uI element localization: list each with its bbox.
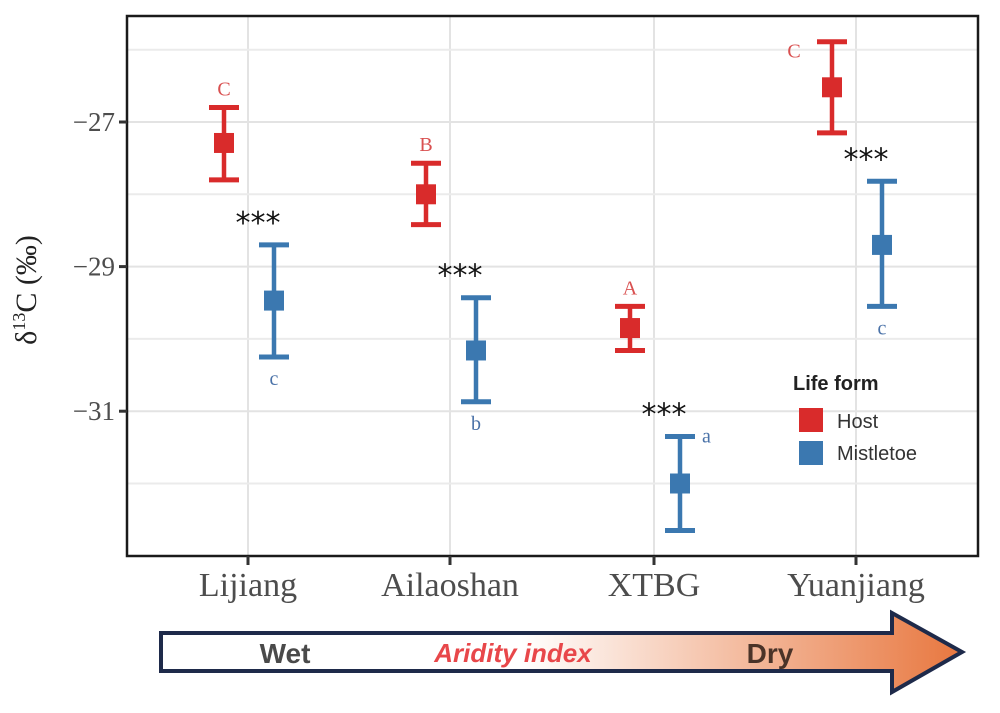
x-tick-label-lijiang: Lijiang <box>199 567 297 604</box>
group-letter-host: C <box>217 79 230 101</box>
y-axis-label-sup: 13 <box>9 313 29 331</box>
significance-label: *** <box>844 142 889 177</box>
legend-swatch-mistletoe <box>799 441 823 465</box>
errorbar-host-xtbg: A <box>615 277 645 353</box>
arrow-shape <box>159 609 967 696</box>
group-letter-host: A <box>623 277 638 299</box>
y-axis-label: δ13C (‰) <box>9 235 43 345</box>
axes: −27 −29 −31 Lijiang Ailaoshan XTBG Yuanjiang <box>73 107 925 604</box>
significance-label: *** <box>236 206 281 241</box>
aridity-index-arrow: Wet Aridity index Dry <box>159 609 967 696</box>
group-letter-host: B <box>419 134 432 156</box>
group-letter-host: C <box>787 41 800 63</box>
legend-swatch-host <box>799 408 823 432</box>
y-tick-label: −27 <box>73 107 115 137</box>
significance-label: *** <box>642 398 687 433</box>
group-letter-mistletoe: b <box>471 413 481 435</box>
x-tick-label-xtbg: XTBG <box>608 567 701 604</box>
group-letter-mistletoe: c <box>878 317 887 339</box>
legend-label-host: Host <box>837 411 879 433</box>
x-tick-label-yuanjiang: Yuanjiang <box>787 567 925 604</box>
group-letter-mistletoe: c <box>270 368 279 390</box>
x-tick-label-ailaoshan: Ailaoshan <box>381 567 519 604</box>
legend-label-mistletoe: Mistletoe <box>837 443 917 465</box>
mean-point <box>620 318 640 339</box>
y-tick-label: −31 <box>73 396 115 426</box>
mean-point <box>670 473 690 494</box>
arrow-label-aridity-index: Aridity index <box>433 638 593 668</box>
errorbar-host-yuanjiang: C <box>787 39 847 136</box>
mean-point <box>264 290 284 311</box>
arrow-label-wet: Wet <box>260 638 311 669</box>
errorbar-mistletoe-xtbg: a <box>665 426 711 533</box>
legend: Life form Host Mistletoe <box>793 373 917 465</box>
mean-point <box>872 234 892 255</box>
y-axis-label-delta: δ <box>10 331 43 345</box>
errorbar-host-lijiang: C <box>209 79 239 183</box>
gridlines <box>127 16 978 556</box>
y-axis-label-main: C (‰) <box>10 235 43 313</box>
y-tick-label: −29 <box>73 252 115 282</box>
group-letter-mistletoe: a <box>702 426 711 448</box>
data-marks: C B A Cc b a c *** *** *** *** <box>209 39 897 533</box>
mean-point <box>466 340 486 361</box>
mean-point <box>214 132 234 153</box>
legend-title: Life form <box>793 373 879 395</box>
mean-point <box>822 77 842 98</box>
significance-label: *** <box>438 259 483 294</box>
arrow-label-dry: Dry <box>747 638 794 669</box>
errorbar-host-ailaoshan: B <box>411 134 441 228</box>
plot-frame <box>125 14 980 558</box>
errorbar-mistletoe-ailaoshan: b <box>461 295 491 435</box>
errorbar-mistletoe-lijiang: c <box>259 242 289 390</box>
errorbar-mistletoe-yuanjiang: c <box>867 178 897 339</box>
mean-point <box>416 184 436 205</box>
